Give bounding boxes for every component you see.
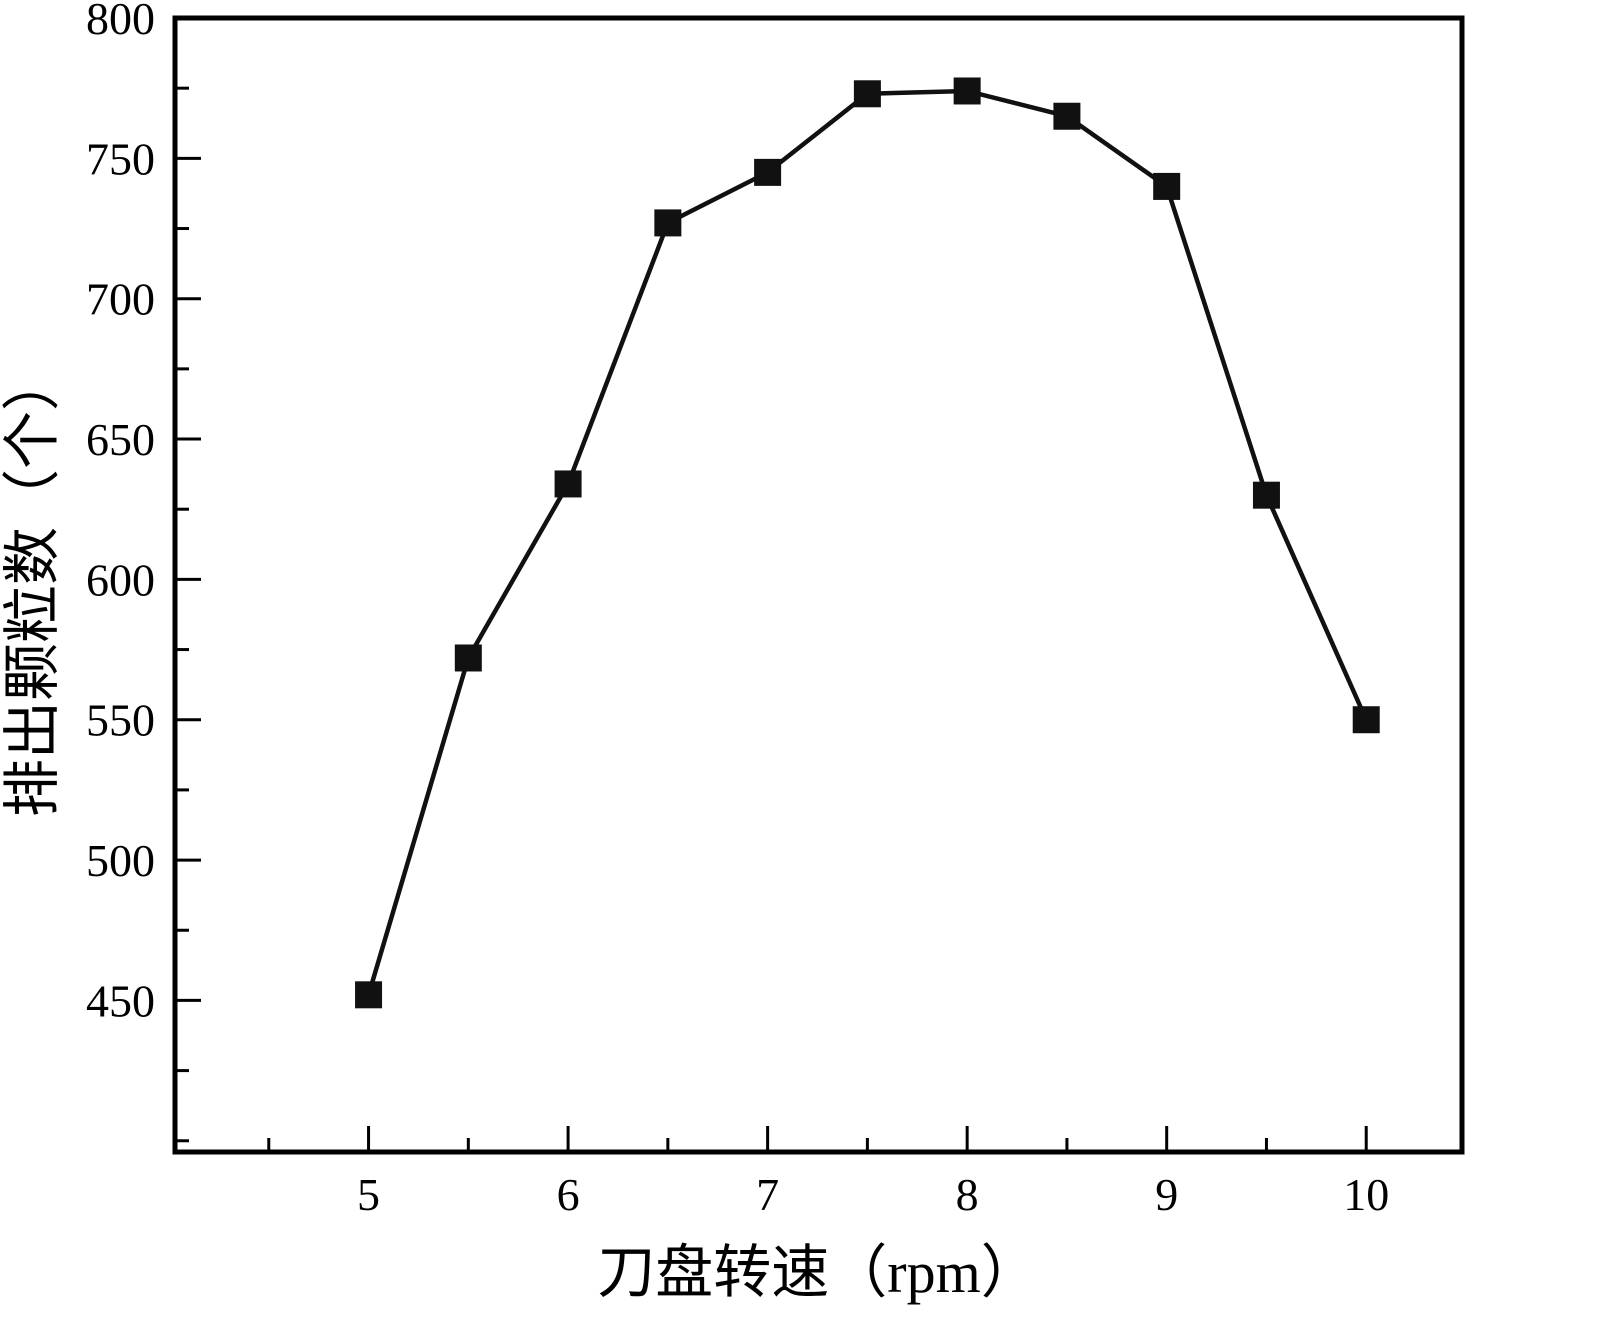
- x-tick-label: 5: [357, 1169, 380, 1220]
- x-axis-label: 刀盘转速（rpm）: [597, 1240, 1038, 1305]
- y-axis-label: 排出颗粒数（个）: [0, 353, 65, 817]
- y-tick-label: 650: [86, 414, 155, 465]
- y-tick-label: 550: [86, 695, 155, 746]
- data-point-marker: [953, 77, 981, 105]
- y-tick-label: 600: [86, 554, 155, 605]
- data-point-marker: [454, 644, 482, 672]
- plot-frame: [172, 15, 1465, 1155]
- y-tick-label: 750: [86, 133, 155, 184]
- y-tick-label: 500: [86, 835, 155, 886]
- data-point-marker: [1352, 706, 1380, 734]
- data-point-marker: [1252, 481, 1280, 509]
- x-tick-label: 9: [1155, 1169, 1178, 1220]
- x-tick-label: 7: [756, 1169, 779, 1220]
- data-point-marker: [1053, 102, 1081, 130]
- y-tick-label: 800: [86, 0, 155, 44]
- data-point-marker: [754, 158, 782, 186]
- plot-area: 5 6 7 8 9 10 450 500 550 600 650 700 750 800: [86, 0, 1465, 1220]
- data-point-marker: [1153, 172, 1181, 200]
- y-tick-label: 450: [86, 975, 155, 1026]
- data-point-marker: [654, 209, 682, 237]
- x-tick-label: 6: [557, 1169, 580, 1220]
- x-tick-label: 10: [1343, 1169, 1389, 1220]
- y-tick-label: 700: [86, 274, 155, 325]
- data-point-marker: [554, 470, 582, 498]
- data-point-marker: [853, 80, 881, 108]
- x-tick-label: 8: [956, 1169, 979, 1220]
- data-point-marker: [355, 981, 383, 1009]
